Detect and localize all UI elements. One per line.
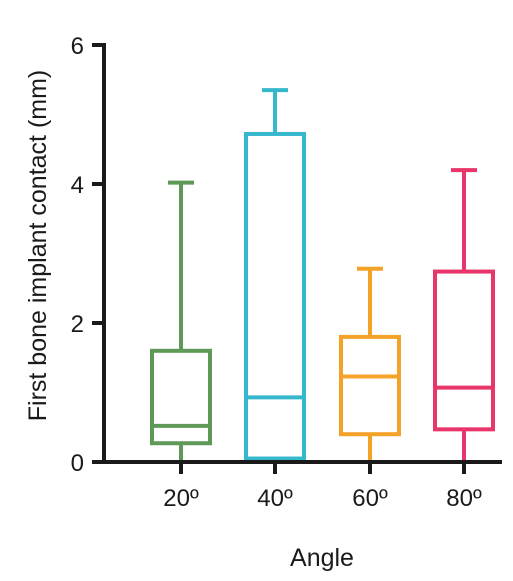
x-tick-label: 60º: [352, 485, 388, 512]
interquartile-box: [244, 131, 306, 461]
y-tick-group: 0 2 4 6: [71, 33, 104, 477]
x-tick-label: 40º: [257, 485, 293, 512]
y-tick-label: 4: [71, 172, 84, 199]
interquartile-box: [433, 269, 495, 432]
box-3: [339, 266, 401, 464]
y-axis-title: First bone implant contact (mm): [24, 70, 52, 422]
x-tick-label: 20º: [163, 485, 199, 512]
x-tick-label: 80º: [446, 485, 482, 512]
y-tick-label: 0: [71, 450, 84, 477]
box-group: [150, 88, 495, 464]
interquartile-box: [150, 348, 212, 446]
box-4: [433, 168, 495, 464]
box-1: [150, 180, 212, 464]
box-2: [244, 88, 306, 464]
x-tick-group: 20º 40º 60º 80º: [163, 462, 482, 512]
x-axis-title: Angle: [290, 544, 354, 572]
y-tick-label: 2: [71, 311, 84, 338]
interquartile-box: [339, 334, 401, 437]
y-tick-label: 6: [71, 33, 84, 60]
